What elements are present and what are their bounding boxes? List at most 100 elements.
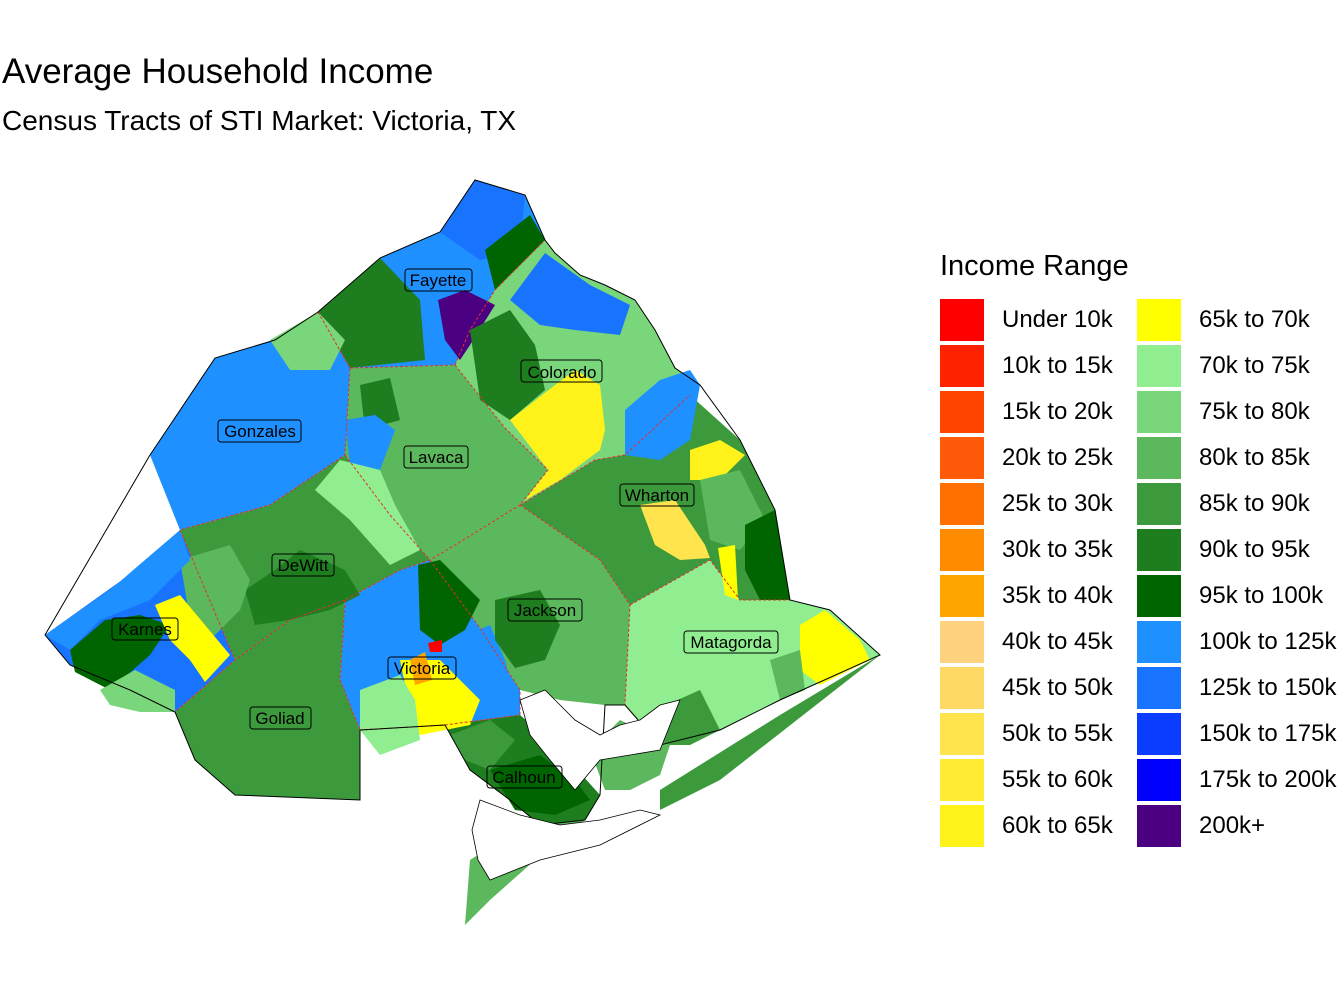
map-subtitle: Census Tracts of STI Market: Victoria, T… (2, 105, 517, 136)
svg-text:Victoria: Victoria (394, 659, 451, 678)
legend-item: 100k to 125k (1137, 619, 1337, 665)
legend: Income Range Under 10k 10k to 15k 15k to 2… (940, 250, 1337, 849)
legend-label: Under 10k (1002, 306, 1113, 333)
legend-item: 200k+ (1137, 803, 1334, 849)
legend-swatch (1137, 483, 1181, 525)
bay-water (471, 689, 681, 881)
legend-column-2: 65k to 70k 70k to 75k 75k to 80k 80k to 85k… (1137, 297, 1337, 849)
legend-swatch (940, 483, 984, 525)
legend-swatch (940, 667, 984, 709)
county-label-calhoun: Calhoun (486, 765, 563, 789)
svg-text:Gonzales: Gonzales (224, 422, 296, 441)
legend-label: 95k to 100k (1199, 582, 1324, 609)
county-label-victoria: Victoria (387, 656, 457, 680)
legend-item: 25k to 30k (940, 481, 1137, 527)
legend-label: 40k to 45k (1002, 628, 1113, 655)
legend-item: 85k to 90k (1137, 481, 1334, 527)
svg-text:Colorado: Colorado (528, 363, 597, 382)
legend-item: 95k to 100k (1137, 573, 1334, 619)
legend-item: 45k to 50k (940, 665, 1137, 711)
legend-item: 40k to 45k (940, 619, 1137, 665)
legend-swatch (940, 621, 984, 663)
legend-label: 85k to 90k (1199, 490, 1310, 517)
legend-swatch (940, 345, 984, 387)
legend-label: 60k to 65k (1002, 812, 1113, 839)
county-label-goliad: Goliad (249, 706, 312, 730)
legend-label: 75k to 80k (1199, 398, 1310, 425)
census-tracts (45, 180, 880, 925)
county-labels: Fayette Colorado Gonzales Lavaca Wharton… (111, 268, 779, 789)
legend-swatch (1137, 805, 1181, 847)
legend-item: 30k to 35k (940, 527, 1137, 573)
legend-swatch (940, 759, 984, 801)
svg-text:Wharton: Wharton (625, 486, 689, 505)
legend-label: 30k to 35k (1002, 536, 1113, 563)
legend-label: 55k to 60k (1002, 766, 1113, 793)
legend-label: 35k to 40k (1002, 582, 1113, 609)
legend-label: 150k to 175k (1199, 720, 1337, 747)
legend-swatch (940, 391, 984, 433)
county-goliad[interactable] (175, 600, 360, 800)
legend-swatch (1137, 437, 1181, 479)
legend-item: 50k to 55k (940, 711, 1137, 757)
county-label-lavaca: Lavaca (403, 445, 469, 469)
legend-item: 75k to 80k (1137, 389, 1334, 435)
legend-label: 20k to 25k (1002, 444, 1113, 471)
legend-swatch (1137, 345, 1181, 387)
svg-text:Calhoun: Calhoun (492, 768, 555, 787)
legend-swatch (1137, 759, 1181, 801)
legend-swatch (940, 805, 984, 847)
legend-column-1: Under 10k 10k to 15k 15k to 20k 20k to 25k 2… (940, 297, 1137, 849)
svg-text:Fayette: Fayette (410, 271, 467, 290)
legend-label: 25k to 30k (1002, 490, 1113, 517)
county-label-jackson: Jackson (507, 598, 583, 622)
county-label-dewitt: DeWitt (271, 553, 335, 577)
legend-label: 65k to 70k (1199, 306, 1310, 333)
legend-item: 150k to 175k (1137, 711, 1337, 757)
legend-title: Income Range (940, 250, 1129, 282)
legend-label: 100k to 125k (1199, 628, 1337, 655)
legend-swatch (1137, 529, 1181, 571)
county-label-colorado: Colorado (520, 359, 603, 383)
legend-swatch (1137, 575, 1181, 617)
legend-swatch (1137, 621, 1181, 663)
svg-text:Goliad: Goliad (255, 709, 304, 728)
legend-item: 10k to 15k (940, 343, 1137, 389)
legend-label: 175k to 200k (1199, 766, 1337, 793)
svg-text:DeWitt: DeWitt (278, 556, 329, 575)
legend-swatch (1137, 713, 1181, 755)
legend-item: 65k to 70k (1137, 297, 1334, 343)
map-title: Average Household Income (2, 52, 434, 91)
legend-label: 90k to 95k (1199, 536, 1310, 563)
legend-item: 20k to 25k (940, 435, 1137, 481)
legend-swatch (940, 713, 984, 755)
legend-label: 50k to 55k (1002, 720, 1113, 747)
county-label-wharton: Wharton (619, 483, 695, 507)
legend-item: 55k to 60k (940, 757, 1137, 803)
legend-label: 70k to 75k (1199, 352, 1310, 379)
svg-text:Lavaca: Lavaca (409, 448, 464, 467)
legend-swatch (1137, 391, 1181, 433)
legend-swatch (940, 529, 984, 571)
legend-item: 80k to 85k (1137, 435, 1334, 481)
legend-swatch (940, 575, 984, 617)
county-label-karnes: Karnes (111, 617, 179, 641)
legend-label: 10k to 15k (1002, 352, 1113, 379)
svg-text:Jackson: Jackson (514, 601, 576, 620)
legend-label: 15k to 20k (1002, 398, 1113, 425)
legend-item: 60k to 65k (940, 803, 1137, 849)
legend-swatch (1137, 667, 1181, 709)
legend-swatch (940, 299, 984, 341)
legend-item: 35k to 40k (940, 573, 1137, 619)
legend-item: 125k to 150k (1137, 665, 1337, 711)
legend-item: 70k to 75k (1137, 343, 1334, 389)
svg-text:Karnes: Karnes (118, 620, 172, 639)
legend-item: 90k to 95k (1137, 527, 1334, 573)
legend-swatch (940, 437, 984, 479)
legend-item: 175k to 200k (1137, 757, 1337, 803)
legend-item: 15k to 20k (940, 389, 1137, 435)
county-label-fayette: Fayette (404, 268, 473, 292)
legend-label: 125k to 150k (1199, 674, 1337, 701)
svg-text:Matagorda: Matagorda (690, 633, 772, 652)
